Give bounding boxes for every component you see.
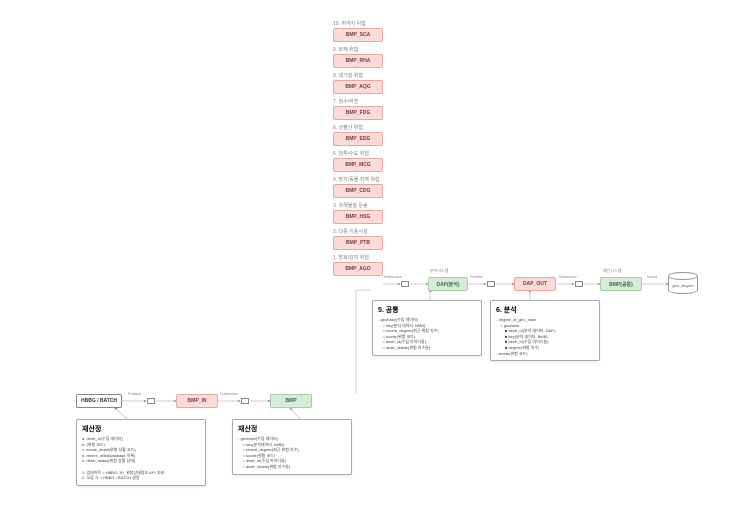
label-publish: Publish bbox=[128, 391, 141, 396]
stack-item-label: 7. 침수/하천 bbox=[333, 98, 383, 105]
stack-item-label: 10. 취약지 위험 bbox=[333, 20, 383, 27]
stack-item-box: BMP_HSG bbox=[333, 210, 383, 224]
db-label: geo_degree bbox=[672, 283, 693, 288]
note-common-body: - geohash(수집 데이터) ○ key(분석 데이터, BMB) ○ r… bbox=[378, 317, 476, 351]
bmp-stack-item: 4. 망치/동물 지역 위험BMP_CDG bbox=[333, 176, 383, 198]
label-publish: Publish bbox=[470, 274, 483, 279]
bmp-in-node: BMP_IN bbox=[176, 394, 218, 408]
envelope-icon bbox=[401, 281, 409, 287]
stack-item-label: 3. 유해물질 운송 bbox=[333, 202, 383, 209]
note-analysis-body: - degree_of_geo_hash ○ geohash ■ destr_i… bbox=[496, 317, 594, 356]
stack-item-label: 8. 대기질 위험 bbox=[333, 72, 383, 79]
bmp-node: BMP bbox=[270, 394, 312, 408]
note-recalc2-body: - geohash(수집 데이터) ○ key(분석데이터, BMB) ○ re… bbox=[238, 436, 346, 470]
stack-item-box: BMP_PTB bbox=[333, 236, 383, 250]
note-recalc1-title: 재산정 bbox=[82, 424, 200, 434]
bmp-stack-item: 10. 취약지 위험BMP_SCA bbox=[333, 20, 383, 42]
stack-item-box: BMP_SCA bbox=[333, 28, 383, 42]
bmp-stack-item: 6. 산불산 위험BMP_EDG bbox=[333, 124, 383, 146]
bmp-stack-item: 8. 대기질 위험BMP_AQG bbox=[333, 72, 383, 94]
dap-node: DAP(분석) bbox=[428, 277, 468, 291]
bmp-stack-item: 1. 방호/감지 위험BMP_AGO bbox=[333, 254, 383, 276]
note-analysis-title: 6. 분석 bbox=[496, 305, 594, 315]
bmp-stack-item: 2. 다중 이용시설BMP_PTB bbox=[333, 228, 383, 250]
stack-item-label: 4. 망치/동물 지역 위험 bbox=[333, 176, 383, 183]
stack-item-box: BMP_MCG bbox=[333, 158, 383, 172]
stack-item-box: BMP_EDG bbox=[333, 132, 383, 146]
label-subscribe: Subscribe bbox=[559, 274, 577, 279]
bmp-stack-item: 3. 유해물질 운송BMP_HSG bbox=[333, 202, 383, 224]
label-subscribe: Subscribe bbox=[384, 274, 402, 279]
stack-item-label: 6. 산불산 위험 bbox=[333, 124, 383, 131]
note-recalc1-body: a. destr_id(수집 데이터) b. (위험 코드) c. scode_… bbox=[82, 436, 200, 481]
note-recalc2: 재산정 - geohash(수집 데이터) ○ key(분석데이터, BMB) … bbox=[232, 419, 352, 475]
dap-label: 분석시스템 bbox=[430, 268, 448, 274]
envelope-icon bbox=[147, 398, 155, 404]
stack-item-box: BMP_FDG bbox=[333, 106, 383, 120]
db-cylinder: geo_degree bbox=[668, 272, 698, 294]
bmp-common-label: 메인시스템 bbox=[603, 268, 621, 274]
envelope-icon bbox=[487, 281, 495, 287]
stack-item-label: 1. 방호/감지 위험 bbox=[333, 254, 383, 261]
label-insert: Insert bbox=[647, 274, 657, 279]
stack-item-box: BMP_AGO bbox=[333, 262, 383, 276]
hbbg-batch-node: HBBG / BATCH bbox=[76, 394, 122, 408]
stack-item-label: 6. 침투/수도 위험 bbox=[333, 150, 383, 157]
bmp-common-node: BMP(공통) bbox=[600, 277, 642, 291]
envelope-icon bbox=[241, 398, 249, 404]
bmp-stack-item: 6. 침투/수도 위험BMP_MCG bbox=[333, 150, 383, 172]
envelope-icon bbox=[575, 281, 583, 287]
note-recalc1: 재산정 a. destr_id(수집 데이터) b. (위험 코드) c. sc… bbox=[76, 419, 206, 486]
bmp-stack-item: 7. 침수/하천BMP_FDG bbox=[333, 98, 383, 120]
note-common: 5. 공통 - geohash(수집 데이터) ○ key(분석 데이터, BM… bbox=[372, 300, 482, 356]
stack-item-box: BMP_AQG bbox=[333, 80, 383, 94]
note-common-title: 5. 공통 bbox=[378, 305, 476, 315]
label-subscribe: Subscribe bbox=[220, 391, 238, 396]
stack-item-box: BMP_CDG bbox=[333, 184, 383, 198]
bmp-stack-item: 9. 화재 위험BMP_RHA bbox=[333, 46, 383, 68]
dap-out-node: DAP_OUT bbox=[514, 277, 556, 291]
stack-item-box: BMP_RHA bbox=[333, 54, 383, 68]
stack-item-label: 9. 화재 위험 bbox=[333, 46, 383, 53]
note-recalc2-title: 재산정 bbox=[238, 424, 346, 434]
stack-item-label: 2. 다중 이용시설 bbox=[333, 228, 383, 235]
note-analysis: 6. 분석 - degree_of_geo_hash ○ geohash ■ d… bbox=[490, 300, 600, 361]
